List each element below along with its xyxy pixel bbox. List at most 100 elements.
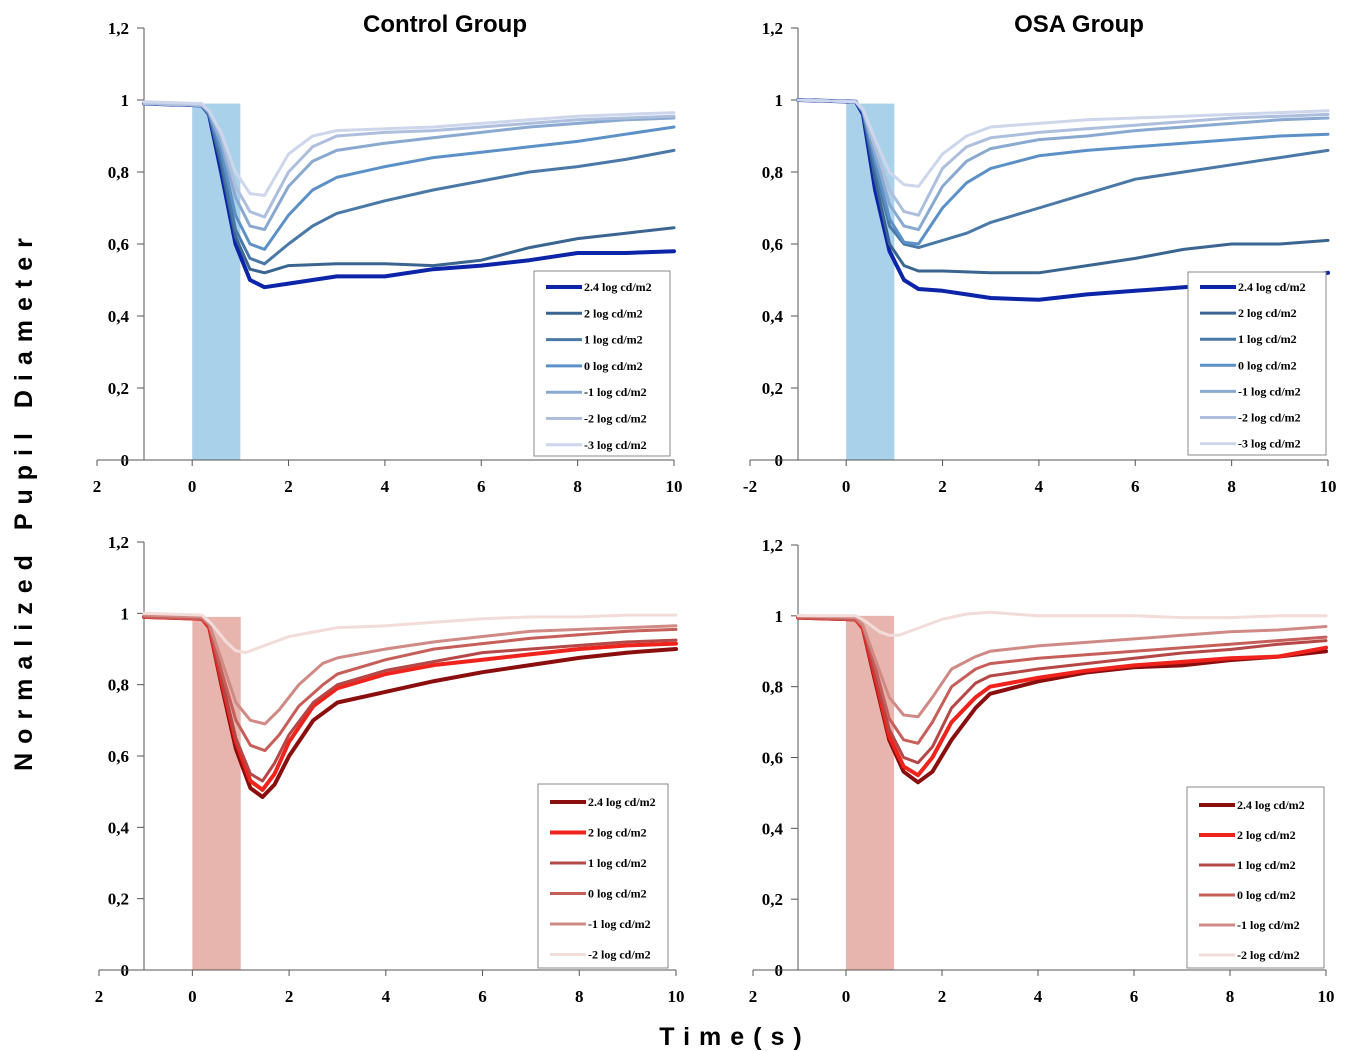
legend-label: -1 log cd/m2 [1238,384,1301,398]
series-line-4 [796,616,1328,745]
y-tick-label: 0,6 [762,749,783,768]
legend-box [1186,786,1325,969]
y-tick-label: 0,4 [762,819,784,838]
legend-label: 2.4 log cd/m2 [1238,280,1306,294]
legend-label: 1 log cd/m2 [1238,332,1297,346]
x-tick-label: 4 [381,477,390,496]
y-tick-label: 0,2 [108,379,129,398]
legend-label: 1 log cd/m2 [588,856,647,870]
legend-label: -2 log cd/m2 [1238,411,1301,425]
x-tick-label: 2 [749,987,758,1006]
y-tick-label: 1,2 [762,536,783,555]
legend-label: -1 log cd/m2 [584,385,647,399]
legend-label: 2 log cd/m2 [588,826,647,840]
y-tick-label: 0,6 [108,235,129,254]
y-tick-label: 0,8 [108,163,129,182]
chart-panel-3: 00,20,40,60,811,22 0 2 4 6 8 102.4 log cd/m22 … [95,533,685,1006]
y-tick-label: 0,4 [108,307,130,326]
x-tick-label: 10 [1320,477,1337,496]
series-line-6 [142,611,678,655]
x-tick-label: 6 [1131,477,1140,496]
x-axis-title: Time(s) [659,1023,810,1051]
stimulus-bar [192,616,241,970]
legend-label: 0 log cd/m2 [1238,358,1297,372]
x-tick-label: -2 [743,477,757,496]
x-tick-label: 10 [666,477,683,496]
legend-label: 0 log cd/m2 [1237,888,1296,902]
series-line-6 [796,98,1330,217]
y-tick-label: 1 [775,91,784,110]
y-tick-label: 1,2 [108,533,129,552]
x-tick-label: 2 [93,477,102,496]
y-tick-label: 0,8 [108,676,129,695]
series-line-4 [142,102,676,251]
x-tick-label: 8 [1227,477,1236,496]
legend: 2.4 log cd/m2 2 log cd/m2 1 log cd/m2 0 log… [1187,271,1327,456]
legend-label: 2 log cd/m2 [584,306,643,320]
x-tick-label: 4 [1035,477,1044,496]
x-tick-label: 0 [188,477,197,496]
x-tick-label: 8 [573,477,582,496]
y-tick-label: 0,2 [108,890,129,909]
y-tick-label: 0,8 [762,163,783,182]
legend-label: -1 log cd/m2 [1237,918,1300,932]
legend-label: 2 log cd/m2 [1238,306,1297,320]
x-tick-label: 10 [668,987,685,1006]
legend-label: 2 log cd/m2 [1237,828,1296,842]
x-tick-label: 4 [1034,987,1043,1006]
legend-label: -2 log cd/m2 [588,948,651,962]
y-tick-label: 1,2 [108,19,129,38]
y-tick-label: 1,2 [762,19,783,38]
legend-box [1187,271,1327,456]
y-tick-label: 1 [121,91,130,110]
legend-label: 2.4 log cd/m2 [1237,798,1305,812]
series-line-3 [142,102,676,266]
legend-label: -3 log cd/m2 [1238,437,1301,451]
y-tick-label: 1 [121,604,130,623]
legend-label: 1 log cd/m2 [1237,858,1296,872]
legend: 2.4 log cd/m2 2 log cd/m2 1 log cd/m2 0 log… [1186,786,1325,969]
x-tick-label: 10 [1318,987,1335,1006]
x-tick-label: 0 [842,477,851,496]
y-tick-label: 0,4 [108,818,130,837]
x-tick-label: 8 [1226,987,1235,1006]
x-tick-label: 2 [938,987,947,1006]
y-axis-title: Normalized Pupil Diameter [10,229,38,771]
y-tick-label: 0,6 [762,235,783,254]
series-line-4 [142,615,678,753]
legend-box [533,270,671,457]
legend-label: -1 log cd/m2 [588,917,651,931]
x-tick-label: 2 [938,477,947,496]
x-tick-label: 4 [382,987,391,1006]
chart-panel-4: 00,20,40,60,811,22 0 2 4 6 8 102.4 log cd/m22 … [749,536,1335,1006]
y-tick-label: 0,6 [108,747,129,766]
x-tick-label: 2 [95,987,104,1006]
y-tick-label: 0,8 [762,678,783,697]
series-line-5 [142,102,676,232]
legend-label: -2 log cd/m2 [1237,948,1300,962]
x-tick-label: 2 [285,987,294,1006]
y-tick-label: 0,2 [762,379,783,398]
legend-box [537,783,669,969]
series-line-6 [796,610,1328,637]
x-tick-label: 2 [284,477,293,496]
x-tick-label: 6 [477,477,486,496]
legend-label: -3 log cd/m2 [584,438,647,452]
y-tick-label: 0,4 [762,307,784,326]
x-tick-label: 6 [478,987,487,1006]
x-tick-label: 0 [842,987,851,1006]
legend-label: 1 log cd/m2 [584,333,643,347]
series-line-7 [142,100,676,197]
x-tick-label: 0 [188,987,197,1006]
legend-label: 2.4 log cd/m2 [584,280,652,294]
series-line-7 [796,98,1330,188]
legend-label: -2 log cd/m2 [584,412,647,426]
x-tick-label: 8 [575,987,584,1006]
legend: 2.4 log cd/m2 2 log cd/m2 1 log cd/m2 0 log… [537,783,669,969]
x-tick-label: 6 [1130,987,1139,1006]
stimulus-bar [846,615,894,970]
